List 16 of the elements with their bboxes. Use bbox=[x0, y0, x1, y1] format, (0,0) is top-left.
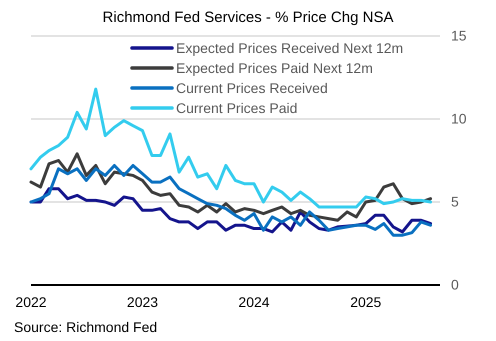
x-tick-label: 2025 bbox=[350, 294, 382, 310]
legend-label: Expected Prices Paid Next 12m bbox=[176, 60, 373, 76]
x-tick-label: 2024 bbox=[238, 294, 270, 310]
legend-label: Current Prices Paid bbox=[176, 100, 298, 116]
legend-label: Expected Prices Received Next 12m bbox=[176, 40, 404, 56]
y-tick-label: 15 bbox=[451, 27, 467, 44]
y-tick-label: 0 bbox=[451, 276, 459, 292]
chart-title: Richmond Fed Services - % Price Chg NSA bbox=[102, 9, 394, 26]
x-tick-label: 2022 bbox=[15, 294, 47, 310]
y-tick-label: 5 bbox=[451, 193, 459, 210]
source-note: Source: Richmond Fed bbox=[14, 319, 158, 335]
line-series bbox=[30, 152, 432, 222]
legend-label: Current Prices Received bbox=[176, 80, 328, 96]
y-tick-label: 10 bbox=[451, 110, 467, 126]
line-series bbox=[30, 164, 432, 237]
x-tick-label: 2023 bbox=[126, 294, 158, 310]
